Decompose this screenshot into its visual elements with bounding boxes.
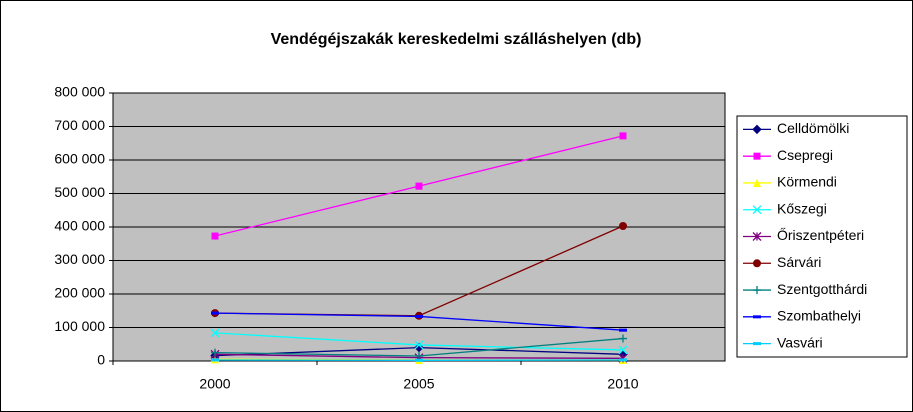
y-tick-label: 500 000 (54, 184, 105, 200)
marker (210, 328, 220, 338)
marker (753, 342, 761, 346)
legend-label: Körmendi (777, 174, 837, 190)
y-tick-label: 100 000 (54, 318, 105, 334)
y-tick-label: 300 000 (54, 251, 105, 267)
marker (619, 221, 627, 230)
marker (619, 132, 627, 140)
y-tick-label: 800 000 (54, 84, 105, 100)
legend-label: Szombathelyi (777, 308, 861, 324)
y-tick-label: 700 000 (54, 117, 105, 133)
marker (753, 315, 761, 319)
legend-label: Őriszentpéteri (777, 227, 864, 243)
marker (619, 334, 627, 343)
marker (414, 340, 424, 350)
marker (211, 348, 219, 357)
legend-label: Szentgotthárdi (777, 281, 867, 297)
marker (415, 314, 423, 318)
marker (753, 286, 761, 295)
chart-title: Vendégéjszakák kereskedelmi szálláshelye… (271, 31, 642, 48)
marker (753, 152, 761, 160)
marker (619, 358, 627, 362)
x-tick-label: 2000 (199, 376, 230, 392)
legend-label: Celldömölki (777, 120, 849, 136)
y-tick-label: 600 000 (54, 151, 105, 167)
marker (752, 205, 762, 215)
marker (619, 328, 627, 332)
marker (211, 358, 219, 362)
y-tick-label: 400 000 (54, 218, 105, 234)
marker (415, 351, 423, 360)
marker (752, 124, 762, 135)
marker (752, 232, 762, 241)
x-tick-label: 2005 (403, 376, 434, 392)
marker (753, 178, 761, 187)
x-tick-label: 2010 (607, 376, 638, 392)
marker (415, 358, 423, 362)
marker (415, 182, 423, 190)
legend-label: Csepregi (777, 147, 833, 163)
legend-label: Kőszegi (777, 200, 827, 216)
legend-label: Sárvári (777, 254, 821, 270)
marker (211, 311, 219, 315)
y-tick-label: 0 (97, 352, 105, 368)
marker (618, 345, 628, 355)
y-tick-label: 200 000 (54, 285, 105, 301)
marker (753, 259, 761, 268)
marker (211, 232, 219, 240)
legend-label: Vasvári (777, 334, 823, 350)
